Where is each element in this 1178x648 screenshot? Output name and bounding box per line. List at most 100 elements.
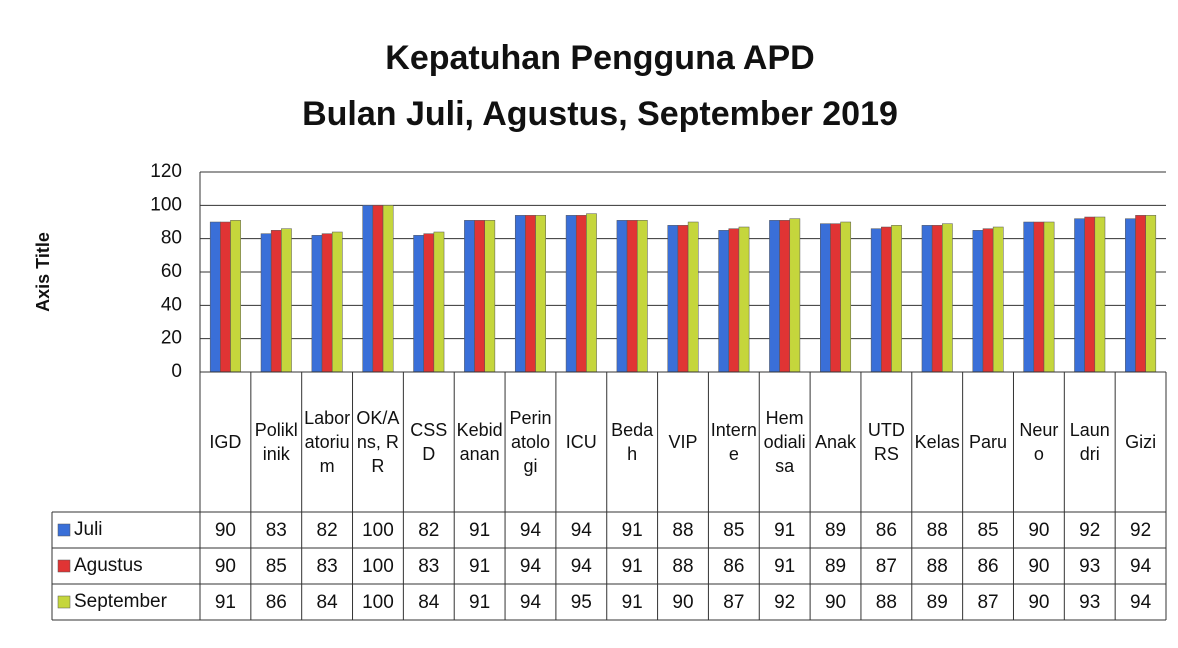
- table-value: 88: [672, 556, 693, 577]
- bar: [260, 233, 272, 373]
- y-tick-label: 80: [161, 228, 182, 249]
- bar: [921, 225, 933, 373]
- category-label: Laboratorium: [304, 408, 351, 476]
- table-value: 90: [1028, 520, 1049, 541]
- bar: [728, 228, 740, 373]
- table-value: 100: [362, 592, 394, 613]
- category-label: ICU: [565, 432, 597, 452]
- bar: [372, 205, 384, 373]
- table-value: 100: [362, 556, 394, 577]
- table-value: 88: [927, 520, 948, 541]
- category-label: VIP: [668, 432, 698, 452]
- bar: [474, 220, 485, 373]
- category-label: UTD RS: [867, 420, 905, 464]
- table-value: 94: [520, 556, 542, 577]
- table-value: 91: [774, 556, 795, 577]
- category-label: Bedah: [611, 420, 654, 464]
- table-value: 86: [266, 592, 287, 613]
- y-tick-label: 0: [171, 361, 182, 382]
- legend-label: Juli: [74, 519, 103, 540]
- category-label: Poliklinik: [254, 420, 298, 464]
- bar: [1074, 218, 1085, 373]
- category-label: Interne: [710, 420, 757, 464]
- legend-label: Agustus: [74, 555, 143, 576]
- bar: [484, 220, 496, 373]
- bar: [667, 225, 679, 373]
- bar: [1125, 218, 1136, 373]
- bar: [1023, 221, 1035, 373]
- table-value: 93: [1079, 556, 1100, 577]
- table-value: 88: [672, 520, 693, 541]
- table-value: 88: [876, 592, 897, 613]
- bar: [881, 226, 892, 373]
- bar: [535, 215, 546, 373]
- table-value: 90: [1028, 592, 1049, 613]
- chart-title: Kepatuhan Pengguna APD: [385, 39, 814, 77]
- bar: [209, 221, 221, 373]
- bar: [423, 233, 435, 373]
- bar: [1043, 221, 1055, 373]
- table-value: 89: [825, 520, 846, 541]
- table-value: 89: [825, 556, 846, 577]
- table-value: 85: [977, 520, 998, 541]
- bar: [525, 215, 536, 373]
- table-value: 93: [1079, 592, 1100, 613]
- table-value: 82: [418, 520, 439, 541]
- table-value: 90: [215, 520, 236, 541]
- table-value: 91: [622, 592, 643, 613]
- bar: [321, 233, 333, 373]
- bar: [514, 215, 526, 373]
- bar: [586, 213, 597, 373]
- category-label: Hemodialisa: [763, 408, 806, 476]
- bar: [891, 225, 902, 373]
- category-label: Kelas: [914, 432, 960, 452]
- table-value: 94: [520, 520, 542, 541]
- table-value: 94: [1130, 556, 1152, 577]
- table-value: 86: [977, 556, 998, 577]
- table-value: 83: [317, 556, 338, 577]
- bar: [464, 220, 475, 373]
- bar: [616, 220, 628, 373]
- bar: [382, 205, 394, 373]
- bar: [738, 226, 750, 373]
- table-value: 82: [317, 520, 338, 541]
- table-value: 95: [571, 592, 592, 613]
- bar: [820, 223, 831, 373]
- bar: [789, 218, 801, 373]
- category-label: Perinatologi: [509, 408, 552, 476]
- bar: [840, 221, 852, 373]
- bar: [270, 230, 282, 373]
- bar: [1033, 221, 1045, 373]
- bar: [565, 215, 577, 373]
- table-value: 84: [317, 592, 339, 613]
- bar: [636, 220, 648, 373]
- legend-label: September: [74, 591, 168, 612]
- table-value: 90: [1028, 556, 1049, 577]
- y-tick-label: 100: [150, 194, 182, 215]
- table-value: 91: [774, 520, 795, 541]
- category-label: Laundri: [1069, 420, 1110, 464]
- table-value: 94: [520, 592, 542, 613]
- table-value: 91: [469, 592, 490, 613]
- bar: [1084, 216, 1096, 373]
- bar: [626, 220, 638, 373]
- table-value: 94: [571, 520, 593, 541]
- bar: [1094, 216, 1106, 373]
- table-value: 87: [723, 592, 744, 613]
- table-value: 87: [977, 592, 998, 613]
- table-value: 83: [266, 520, 287, 541]
- bar: [972, 230, 984, 373]
- bar: [1135, 215, 1146, 373]
- legend-swatch: [57, 523, 71, 537]
- bar: [870, 228, 882, 373]
- bar: [982, 228, 994, 373]
- bar: [1145, 215, 1157, 373]
- bar: [433, 231, 445, 373]
- category-label: Kebidanan: [456, 420, 503, 464]
- table-value: 100: [362, 520, 394, 541]
- table-value: 91: [215, 592, 236, 613]
- category-label: OK/Ans, RR: [356, 408, 400, 476]
- bar: [718, 230, 730, 373]
- bar: [687, 221, 699, 373]
